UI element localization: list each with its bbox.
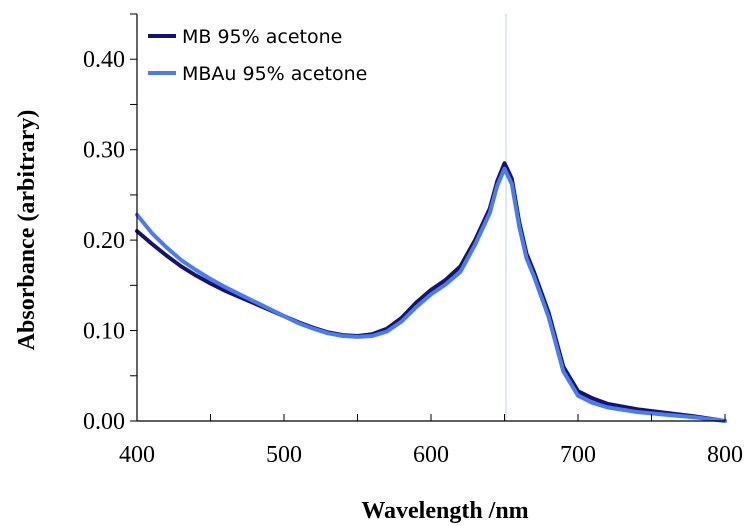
x-tick-label: 600 [413, 442, 449, 468]
y-tick-label: 0.00 [83, 409, 125, 435]
x-tick-label: 800 [707, 442, 743, 468]
legend-label-mb: MB 95% acetone [182, 26, 342, 48]
y-axis-title: Absorbance (arbitrary) [14, 110, 40, 351]
legend: MB 95% acetone MBAu 95% acetone [148, 26, 367, 85]
series-line-0 [135, 161, 727, 423]
x-tick-label: 400 [119, 442, 155, 468]
y-tick-label: 0.30 [83, 138, 125, 164]
y-tick-label: 0.40 [83, 47, 125, 73]
y-tick-label: 0.20 [83, 228, 125, 254]
series-line-1 [135, 166, 727, 423]
x-tick-label: 500 [266, 442, 302, 468]
y-tick-label: 0.10 [83, 319, 125, 345]
x-tick-label: 700 [560, 442, 596, 468]
x-axis-title: Wavelength /nm [361, 498, 528, 524]
legend-label-mbau: MBAu 95% acetone [182, 63, 367, 85]
